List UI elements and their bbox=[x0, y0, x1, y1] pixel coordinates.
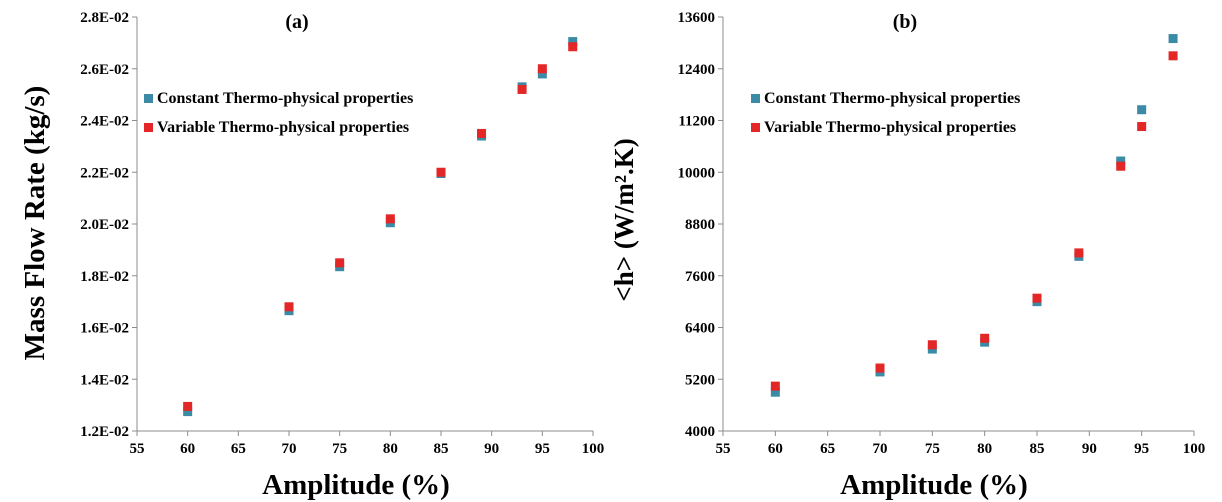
x-tick-label: 95 bbox=[535, 441, 550, 457]
point-variable-properties bbox=[927, 340, 937, 350]
y-tick-label: 2.8E-02 bbox=[80, 10, 129, 26]
y-tick-label: 4000 bbox=[685, 424, 715, 440]
y-tick-label: 5200 bbox=[685, 372, 715, 388]
x-tick-label: 55 bbox=[716, 441, 731, 457]
y-tick-label: 12400 bbox=[678, 62, 716, 78]
y-tick-label: 13600 bbox=[678, 10, 716, 26]
y-tick-label: 1.2E-02 bbox=[80, 424, 129, 440]
x-tick-label: 90 bbox=[1082, 441, 1097, 457]
point-constant-properties bbox=[1137, 105, 1147, 115]
y-tick-label: 1.8E-02 bbox=[80, 269, 129, 285]
y-tick-label: 2.2E-02 bbox=[80, 165, 129, 181]
x-tick-label: 60 bbox=[180, 441, 195, 457]
point-variable-properties bbox=[537, 64, 547, 74]
chart-a-panel-label: (a) bbox=[285, 11, 308, 33]
chart-a-x-axis-title: Amplitude (%) bbox=[262, 469, 450, 501]
chart-b-axes bbox=[722, 17, 1194, 432]
point-variable-properties bbox=[980, 333, 990, 343]
y-tick-label: 10000 bbox=[678, 165, 716, 181]
chart-a-y-axis-title: Mass Flow Rate (kg/s) bbox=[19, 86, 51, 361]
point-variable-properties bbox=[183, 401, 193, 411]
y-tick-label: 6400 bbox=[685, 321, 715, 337]
point-constant-properties bbox=[183, 407, 193, 417]
y-tick-label: 8800 bbox=[685, 217, 715, 233]
x-tick-label: 80 bbox=[383, 441, 398, 457]
point-variable-properties bbox=[1074, 248, 1084, 258]
x-tick-label: 90 bbox=[484, 441, 499, 457]
chart-b-legend: Constant Thermo-physical properties Varia… bbox=[751, 90, 1020, 136]
point-constant-properties bbox=[1168, 34, 1178, 44]
x-tick-label: 80 bbox=[977, 441, 992, 457]
point-variable-properties bbox=[385, 214, 395, 224]
chart-b-x-axis-title: Amplitude (%) bbox=[840, 469, 1028, 501]
y-tick-label: 1.4E-02 bbox=[80, 372, 129, 388]
y-tick-label: 2.4E-02 bbox=[80, 114, 129, 130]
x-tick-label: 70 bbox=[873, 441, 888, 457]
legend-label: Variable Thermo-physical properties bbox=[157, 119, 409, 136]
x-tick-label: 75 bbox=[925, 441, 940, 457]
y-tick-label: 1.6E-02 bbox=[80, 321, 129, 337]
x-tick-label: 85 bbox=[1030, 441, 1045, 457]
point-variable-properties bbox=[1032, 293, 1042, 303]
chart-b-panel-label: (b) bbox=[893, 11, 917, 33]
point-constant-properties bbox=[770, 387, 780, 397]
chart-b-svg: 4000 5200 6400 7600 8800 10000 11200 12400 13600… bbox=[611, 10, 1206, 501]
y-tick-label: 11200 bbox=[678, 114, 715, 130]
chart-panel-a: 1.2E-02 1.4E-02 1.6E-02 1.8E-02 2.0E-02 2.2E-… bbox=[19, 10, 605, 501]
chart-b-x-ticks: 55 60 65 70 75 80 85 90 95 100 bbox=[716, 431, 1206, 457]
x-tick-label: 55 bbox=[130, 441, 145, 457]
legend-marker bbox=[144, 94, 153, 103]
point-variable-properties bbox=[1168, 51, 1178, 61]
point-variable-properties bbox=[284, 302, 294, 312]
chart-a-axes bbox=[136, 17, 593, 432]
x-tick-label: 85 bbox=[434, 441, 449, 457]
legend-label: Variable Thermo-physical properties bbox=[764, 119, 1016, 136]
chart-a-points bbox=[183, 37, 578, 417]
chart-a-y-ticks: 1.2E-02 1.4E-02 1.6E-02 1.8E-02 2.0E-02 2.2E-… bbox=[80, 10, 137, 440]
legend-label: Constant Thermo-physical properties bbox=[764, 90, 1020, 107]
x-tick-label: 100 bbox=[1183, 441, 1206, 457]
point-variable-properties bbox=[875, 363, 885, 373]
y-tick-label: 7600 bbox=[685, 269, 715, 285]
legend-marker bbox=[751, 94, 760, 103]
chart-b-y-axis-title: <h> (W/m².K) bbox=[611, 138, 639, 301]
legend-marker bbox=[751, 123, 760, 132]
y-tick-label: 2.6E-02 bbox=[80, 62, 129, 78]
point-variable-properties bbox=[517, 84, 527, 94]
x-tick-label: 75 bbox=[332, 441, 347, 457]
point-variable-properties bbox=[1137, 122, 1147, 132]
point-constant-properties bbox=[1116, 156, 1126, 166]
x-tick-label: 100 bbox=[582, 441, 605, 457]
chart-a-svg: 1.2E-02 1.4E-02 1.6E-02 1.8E-02 2.0E-02 2.2E-… bbox=[19, 10, 605, 501]
legend-marker bbox=[144, 123, 153, 132]
point-variable-properties bbox=[335, 258, 345, 268]
x-tick-label: 60 bbox=[768, 441, 783, 457]
point-variable-properties bbox=[770, 381, 780, 391]
point-variable-properties bbox=[1116, 161, 1126, 171]
legend-label: Constant Thermo-physical properties bbox=[157, 90, 413, 107]
point-constant-properties bbox=[568, 37, 578, 47]
point-variable-properties bbox=[568, 42, 578, 52]
x-tick-label: 70 bbox=[282, 441, 297, 457]
chart-b-points bbox=[770, 34, 1178, 397]
chart-a-x-ticks: 55 60 65 70 75 80 85 90 95 100 bbox=[130, 431, 605, 457]
x-tick-label: 95 bbox=[1134, 441, 1149, 457]
chart-b-y-ticks: 4000 5200 6400 7600 8800 10000 11200 12400 13600 bbox=[678, 10, 723, 440]
chart-a-legend: Constant Thermo-physical properties Varia… bbox=[144, 90, 413, 136]
point-constant-properties bbox=[537, 69, 547, 79]
chart-panel-b: 4000 5200 6400 7600 8800 10000 11200 12400 13600… bbox=[611, 0, 1222, 502]
x-tick-label: 65 bbox=[231, 441, 246, 457]
y-tick-label: 2.0E-02 bbox=[80, 217, 129, 233]
point-variable-properties bbox=[436, 167, 446, 177]
x-tick-label: 65 bbox=[820, 441, 835, 457]
point-variable-properties bbox=[477, 128, 487, 138]
